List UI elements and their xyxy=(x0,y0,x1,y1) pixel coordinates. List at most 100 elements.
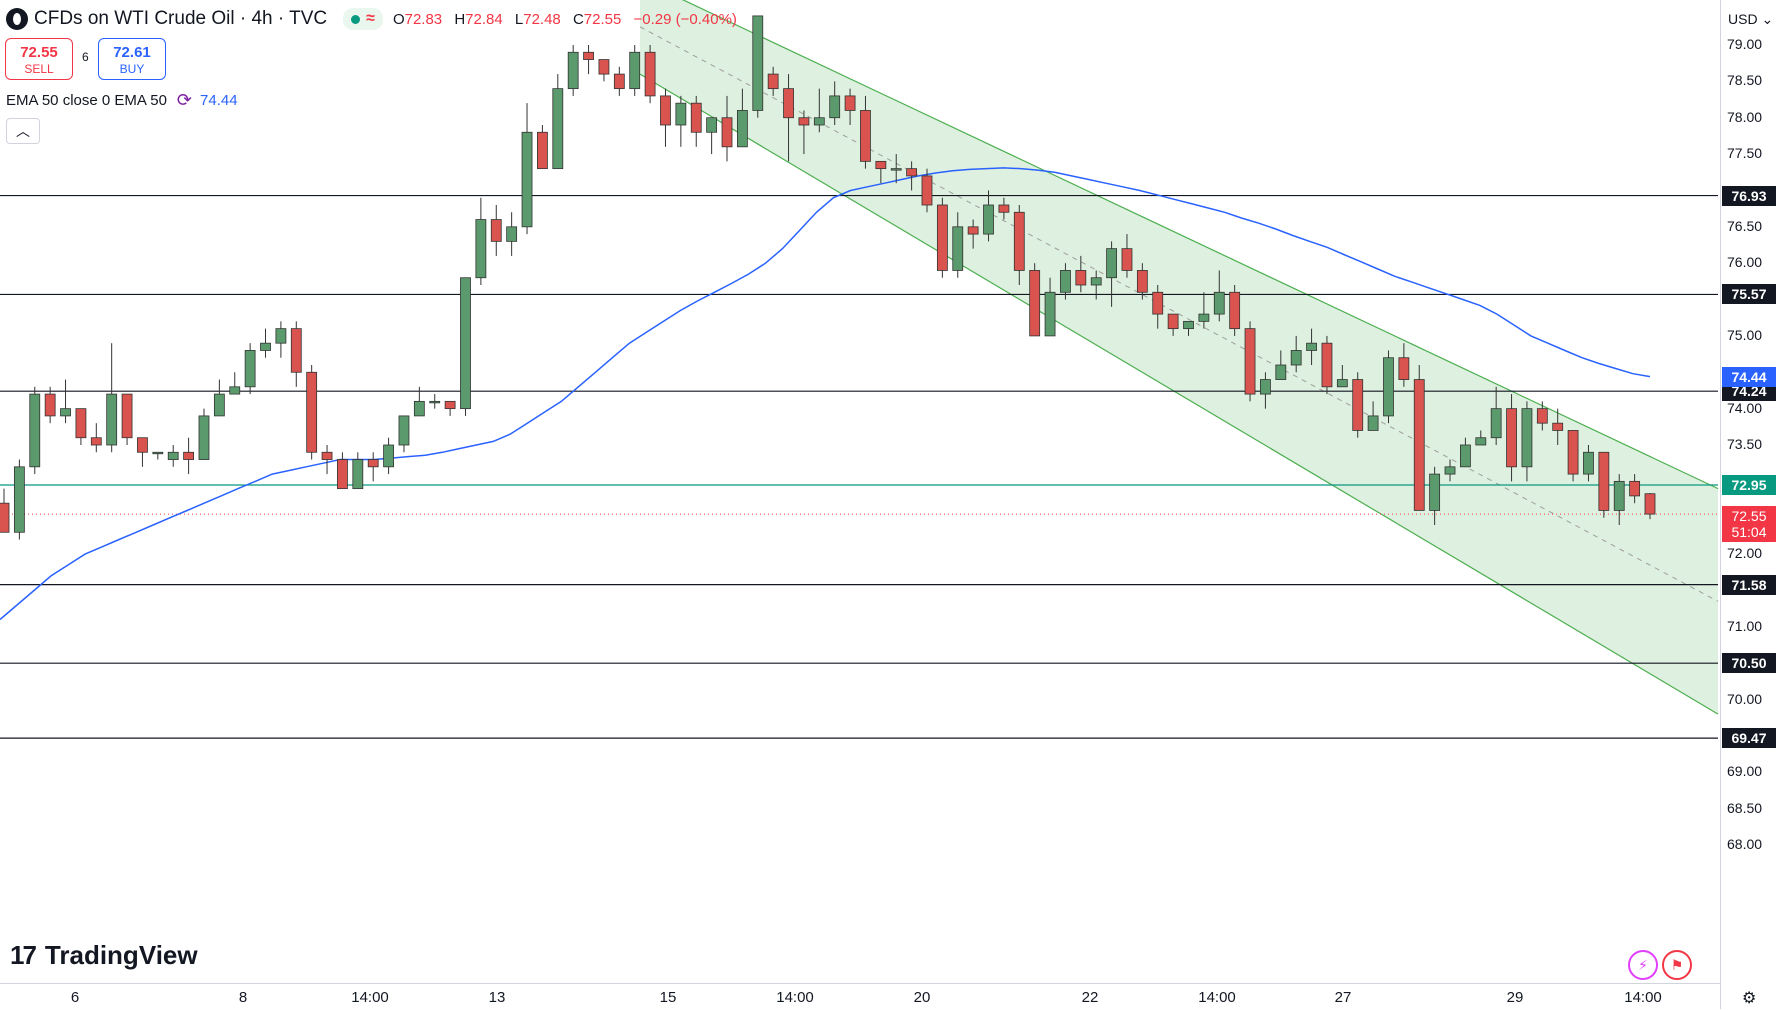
x-tick: 15 xyxy=(659,989,677,1006)
x-tick: 8 xyxy=(238,989,248,1006)
candle-body xyxy=(290,328,302,373)
market-open-icon xyxy=(351,14,361,24)
candle-body xyxy=(1552,422,1564,431)
y-tick: 70.00 xyxy=(1727,690,1763,707)
level-tag: 69.47 xyxy=(1722,728,1776,749)
chevron-up-icon: ︿ xyxy=(16,123,30,139)
candle-body xyxy=(783,88,794,119)
lightning-icon[interactable]: ⚡ xyxy=(1628,950,1658,980)
currency-selector[interactable]: USD ⌄ xyxy=(1722,8,1774,30)
candle-body xyxy=(1460,444,1471,468)
candle-body xyxy=(721,117,733,148)
x-tick: 13 xyxy=(488,989,506,1006)
us-flag-icon[interactable]: ⚑ xyxy=(1662,950,1692,980)
candle-body xyxy=(675,102,687,126)
candle-body xyxy=(44,393,56,417)
buy-button[interactable]: 72.61 BUY xyxy=(98,38,166,80)
collapse-legend-button[interactable]: ︿ xyxy=(6,118,40,144)
candle-body xyxy=(13,466,25,533)
sell-button[interactable]: 72.55 SELL xyxy=(5,38,73,80)
candle-body xyxy=(875,160,887,170)
candle-body xyxy=(1075,270,1087,286)
y-tick: 68.00 xyxy=(1727,836,1763,852)
x-tick: 6 xyxy=(70,989,80,1006)
candle-body xyxy=(429,400,441,404)
sell-label: SELL xyxy=(24,62,54,76)
open-label: O xyxy=(392,10,405,28)
indicator-label: EMA 50 close 0 EMA 50 xyxy=(6,92,167,109)
candle-body xyxy=(583,51,594,60)
high-label: H xyxy=(454,10,466,28)
candle-body xyxy=(1444,466,1456,475)
x-tick: 14:00 xyxy=(1198,989,1236,1006)
candle-body xyxy=(829,95,841,119)
candle-body xyxy=(506,226,518,242)
candle-body xyxy=(629,51,641,90)
candle-body xyxy=(90,437,102,446)
y-tick: 75.00 xyxy=(1727,326,1763,343)
candle-body xyxy=(890,168,902,171)
high-value: 72.84 xyxy=(465,10,503,28)
x-tick: 14:00 xyxy=(776,989,814,1006)
price-axis[interactable] xyxy=(1720,0,1776,1009)
candle-body xyxy=(1352,379,1364,431)
candle-body xyxy=(1106,248,1117,279)
candle-body xyxy=(967,226,979,235)
tradingview-logo[interactable]: 17 TradingView xyxy=(10,940,198,971)
market-status-pill[interactable]: ≈ xyxy=(343,8,383,30)
candle-body xyxy=(598,59,610,75)
x-tick: 27 xyxy=(1334,989,1352,1006)
candle-body xyxy=(767,73,779,90)
oil-drop-icon xyxy=(6,8,28,30)
candle-body xyxy=(1321,342,1333,388)
candle-body xyxy=(121,393,133,439)
candle-body xyxy=(1121,248,1133,271)
candle-body xyxy=(444,400,456,410)
sell-price: 72.55 xyxy=(20,44,58,61)
bar-countdown: 51:04 xyxy=(1731,524,1767,541)
candle-body xyxy=(552,88,564,170)
y-tick: 69.00 xyxy=(1727,763,1763,780)
y-tick: 77.50 xyxy=(1727,145,1763,162)
ohlc-values: O72.83 H72.84 L72.48 C72.55 −0.29 (−0.40… xyxy=(393,11,745,28)
x-tick: 20 xyxy=(913,989,931,1006)
candle-body xyxy=(1029,270,1041,337)
candle-body xyxy=(60,408,71,417)
candle-body xyxy=(1413,379,1425,511)
y-tick: 72.00 xyxy=(1727,545,1763,562)
candle-body xyxy=(1644,493,1656,515)
candle-body xyxy=(521,131,533,228)
ema-price-tag: 74.44 xyxy=(1722,366,1776,387)
candle-body xyxy=(798,117,810,126)
level-tag: 75.57 xyxy=(1722,284,1776,305)
chevron-down-icon: ⌄ xyxy=(1761,11,1774,27)
candle-body xyxy=(1567,430,1579,475)
candle-body xyxy=(475,219,487,279)
x-tick: 14:00 xyxy=(1624,989,1662,1006)
chart-legend-title[interactable]: CFDs on WTI Crude Oil · 4h · TVC ≈ O72.8… xyxy=(6,6,745,32)
candle-body xyxy=(367,459,379,468)
candle-body xyxy=(1506,408,1517,468)
candle-body xyxy=(275,328,287,344)
time-axis[interactable] xyxy=(0,983,1720,1010)
x-tick: 22 xyxy=(1081,989,1099,1006)
candle-body xyxy=(860,110,871,162)
axis-settings-icon[interactable]: ⚙ xyxy=(1742,990,1757,1007)
candle-body xyxy=(152,451,164,455)
candle-body xyxy=(198,415,210,460)
candle-body xyxy=(1167,313,1179,330)
close-value: 72.55 xyxy=(583,10,622,28)
candle-body xyxy=(736,110,748,148)
indicator-legend[interactable]: EMA 50 close 0 EMA 50 ⟳ 74.44 xyxy=(6,90,238,111)
candle-body xyxy=(1013,211,1025,271)
price-chart[interactable] xyxy=(0,0,1720,983)
candle-body xyxy=(1583,451,1594,475)
y-tick: 73.50 xyxy=(1727,436,1763,452)
candle-body xyxy=(998,204,1010,213)
spread-value: 6 xyxy=(82,50,89,64)
candle-body xyxy=(813,117,825,126)
x-tick: 14:00 xyxy=(351,989,389,1006)
tv-mark-icon: 17 xyxy=(10,940,37,970)
candle-body xyxy=(1367,415,1379,431)
sync-icon[interactable]: ⟳ xyxy=(176,90,193,110)
